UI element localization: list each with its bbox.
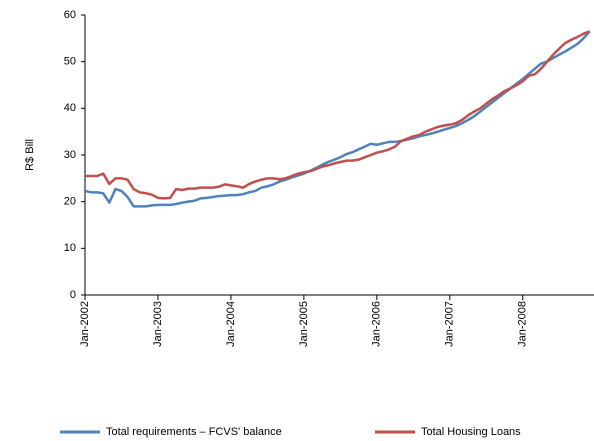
y-tick-label: 10 (64, 242, 76, 254)
x-tick-label: Jan-2007 (444, 301, 456, 347)
x-tick-label: Jan-2006 (371, 301, 383, 347)
x-tick-label: Jan-2003 (152, 301, 164, 347)
series-line (85, 30, 591, 200)
y-tick-label: 50 (64, 56, 76, 68)
x-tick-label: Jan-2004 (225, 301, 237, 347)
x-tick-label: Jan-2008 (517, 301, 529, 347)
x-tick-label: Jan-2005 (298, 301, 310, 347)
y-tick-label: 60 (64, 9, 76, 21)
y-tick-label: 30 (64, 149, 76, 161)
y-tick-label: 0 (70, 289, 76, 301)
legend-label: Total requirements – FCVS' balance (106, 426, 282, 438)
y-tick-label: 20 (64, 196, 76, 208)
series-line (84, 30, 591, 208)
legend-label: Total Housing Loans (421, 426, 521, 438)
y-axis-label: R$ Bill (24, 139, 36, 171)
x-tick-label: Jan-2002 (79, 301, 91, 347)
y-tick-label: 40 (64, 102, 76, 114)
